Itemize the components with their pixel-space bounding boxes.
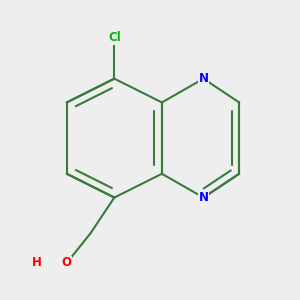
Text: N: N [199, 72, 208, 85]
Text: H: H [32, 256, 42, 269]
Text: N: N [199, 191, 208, 204]
Text: O: O [62, 256, 72, 269]
Text: Cl: Cl [108, 31, 121, 44]
